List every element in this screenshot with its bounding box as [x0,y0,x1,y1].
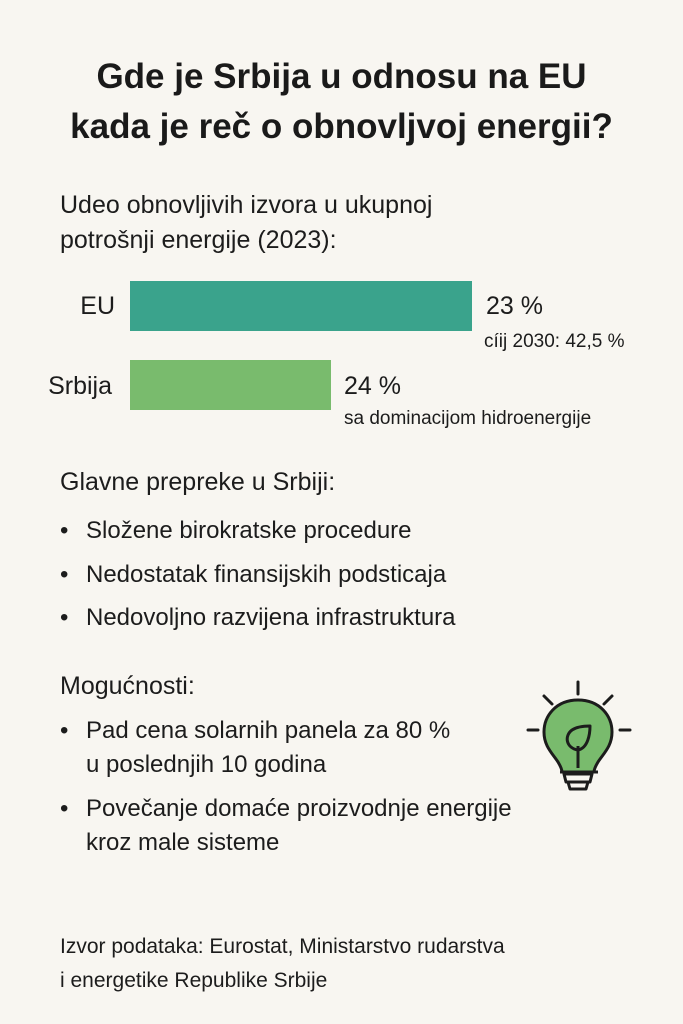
source-line-2: i energetike Republike Srbije [60,969,328,992]
list-item-text: Nedovoljno razvijena infrastruktura [86,604,456,631]
line: Pad cena solarnih panela za 80 % [86,717,451,744]
bar-eu [130,281,472,331]
list-item-text: Složene birokratske procedure [86,517,412,544]
chart-title: Udeo obnovljivih izvora u ukupnoj potroš… [60,188,432,258]
bar-srbija [130,360,331,410]
value-label-eu: 23 % [486,292,543,320]
bullet: • [60,604,69,631]
list-item: • Povečanje domaće proizvodnje energije kr… [60,792,512,860]
category-label-eu: EU [80,292,115,320]
title-line-1: Gde je Srbija u odnosu na EU [96,57,587,96]
source-line-1: Izvor podataka: Eurostat, Ministarstvo r… [60,935,505,958]
chart-title-line-2: potrošnji energije (2023): [60,226,337,254]
category-label-srbija: Srbija [48,372,112,400]
list-item: • Pad cena solarnih panela za 80 % u posle… [60,714,450,782]
list-item-text: Nedostatak finansijskih podsticaja [86,561,447,588]
line: Povečanje domaće proizvodnje energije [86,795,512,822]
bullet: • [60,561,69,588]
bullet: • [60,795,69,822]
opportunities-heading: Mogućnosti: [60,672,195,700]
list-item: • Nedostatak finansijskih podsticaja [60,558,446,592]
list-item-text: Povečanje domaće proizvodnje energije kro… [86,792,512,860]
note-srbija: sa dominacijom hidroenergije [344,408,592,429]
list-item: • Nedovoljno razvijena infrastruktura [60,601,456,635]
lightbulb-leaf-icon [526,680,632,791]
source-note: Izvor podataka: Eurostat, Ministarstvo r… [60,930,505,998]
bullet: • [60,717,69,744]
line: u poslednjih 10 godina [86,751,327,778]
list-item: • Složene birokratske procedure [60,514,412,548]
note-eu-target: cíij 2030: 42,5 % [484,331,625,352]
obstacles-heading: Glavne prepreke u Srbiji: [60,468,336,496]
title-line-2: kada je reč o obnovljvoj energii? [70,107,613,146]
chart-title-line-1: Udeo obnovljivih izvora u ukupnoj [60,191,433,219]
list-item-text: Pad cena solarnih panela za 80 % u posled… [86,714,450,782]
value-label-srbija: 24 % [344,372,401,400]
bullet: • [60,517,69,544]
page-title: Gde je Srbija u odnosu na EU kada je reč… [0,52,683,152]
line: kroz male sisteme [86,829,280,856]
